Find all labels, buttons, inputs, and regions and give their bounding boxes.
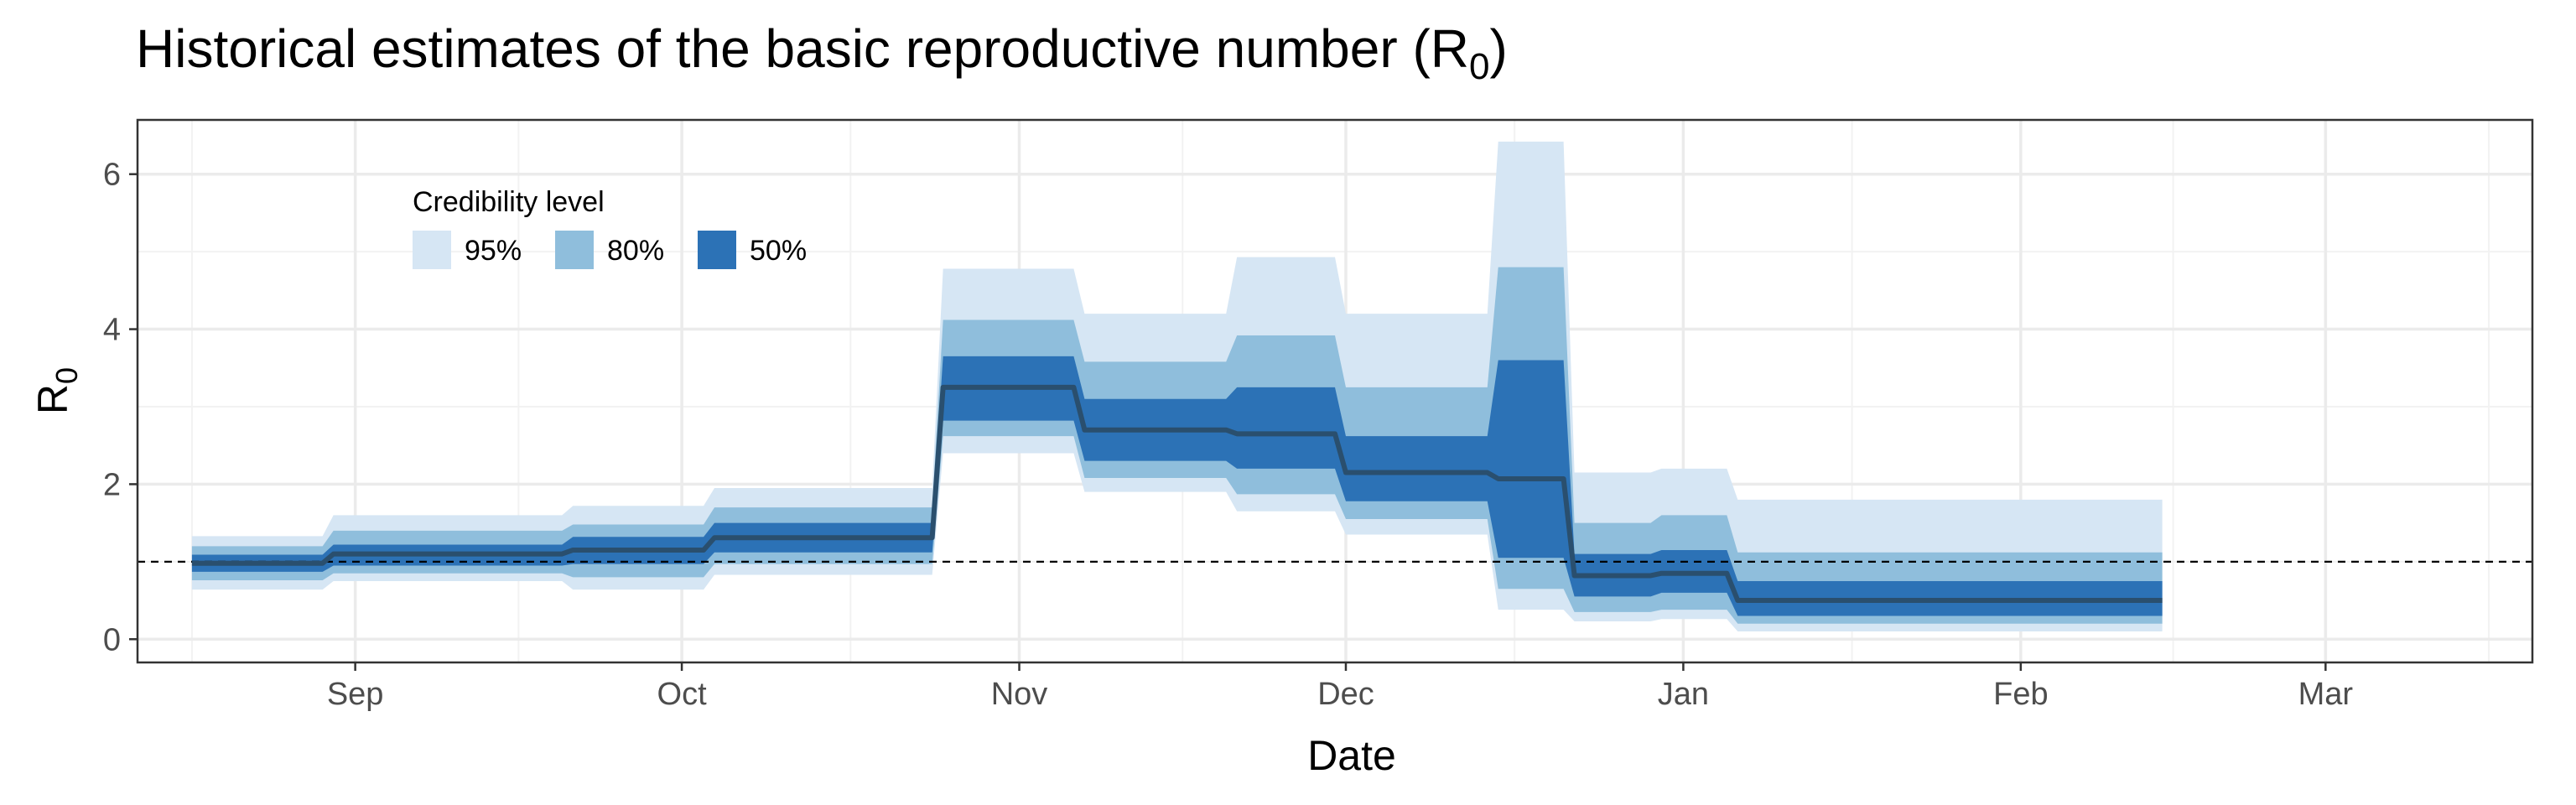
legend-swatch xyxy=(413,231,451,269)
y-axis-ticks: 0 2 4 6 xyxy=(103,158,138,657)
chart-title: Historical estimates of the basic reprod… xyxy=(136,18,1508,87)
legend-title: Credibility level xyxy=(413,186,605,218)
x-axis-ticks: Sep Oct Nov Dec Jan Feb Mar xyxy=(327,662,2354,712)
x-tick-label: Nov xyxy=(991,677,1048,712)
x-tick-label: Dec xyxy=(1317,677,1374,712)
panel-border xyxy=(136,118,2534,664)
y-tick-label: 0 xyxy=(103,622,121,657)
x-tick-label: Jan xyxy=(1658,677,1709,712)
legend-label: 95% xyxy=(465,235,522,267)
y-tick-label: 2 xyxy=(103,467,121,502)
x-tick-label: Sep xyxy=(327,677,384,712)
x-tick-label: Mar xyxy=(2298,677,2354,712)
median-line xyxy=(191,384,2163,604)
x-axis-label: Date xyxy=(1307,732,1396,779)
y-axis-label: R0 xyxy=(29,367,84,414)
x-tick-label: Feb xyxy=(1993,677,2048,712)
x-tick-label: Oct xyxy=(657,677,708,712)
y-tick-label: 4 xyxy=(103,313,121,348)
legend-swatch xyxy=(698,231,736,269)
legend-label: 80% xyxy=(607,235,664,267)
y-tick-label: 6 xyxy=(103,158,121,193)
legend: Credibility level 95% 80% 50% xyxy=(413,186,807,269)
legend-label: 50% xyxy=(750,235,807,267)
legend-swatch xyxy=(555,231,594,269)
